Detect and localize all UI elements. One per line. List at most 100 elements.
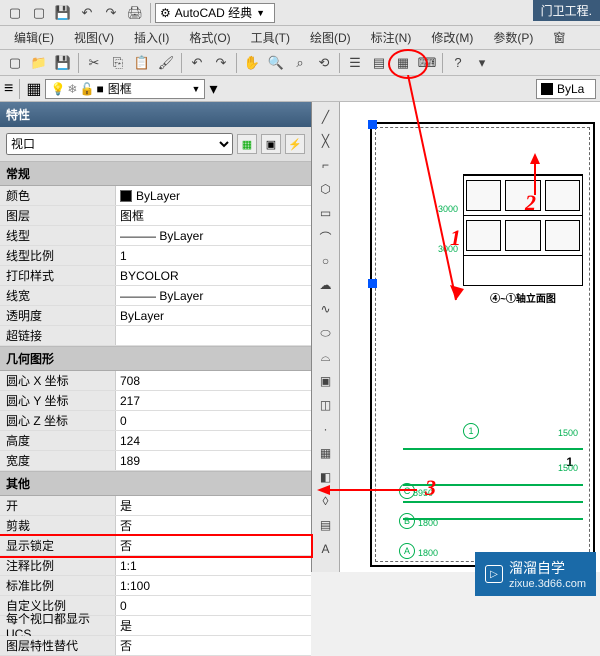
menu-param[interactable]: 参数(P) — [483, 29, 543, 46]
prop-value[interactable]: ByLayer — [116, 186, 311, 205]
help-icon[interactable]: ? — [447, 52, 469, 74]
menu-tools[interactable]: 工具(T) — [241, 29, 300, 46]
prop-value[interactable]: 189 — [116, 451, 311, 470]
save-file-icon[interactable]: 💾 — [52, 52, 74, 74]
menu-modify[interactable]: 修改(M) — [421, 29, 483, 46]
calc-icon[interactable]: ⌨ — [416, 52, 438, 74]
ellipse-arc-icon[interactable]: ⌓ — [315, 346, 337, 368]
prop-row[interactable]: 自定义比例0 — [0, 596, 311, 616]
selection-handle[interactable] — [368, 279, 377, 288]
menu-edit[interactable]: 编辑(E) — [4, 29, 64, 46]
polygon-icon[interactable]: ⬡ — [315, 178, 337, 200]
undo2-icon[interactable]: ↶ — [186, 52, 208, 74]
menu-window[interactable]: 窗 — [543, 29, 575, 46]
prop-value[interactable]: 否 — [116, 536, 311, 555]
drawing-area[interactable]: ④~①轴立面图 3000 3000 1 1 C B A 8950 1800 18… — [340, 102, 600, 572]
color-combo[interactable]: ByLa — [536, 79, 596, 99]
menu-format[interactable]: 格式(O) — [179, 29, 240, 46]
match-icon[interactable]: 🖌 — [155, 52, 177, 74]
cut-icon[interactable]: ✂ — [83, 52, 105, 74]
prop-row[interactable]: 剪裁否 — [0, 516, 311, 536]
redo2-icon[interactable]: ↷ — [210, 52, 232, 74]
insert-block-icon[interactable]: ▣ — [315, 370, 337, 392]
layer-combo[interactable]: 💡 ❄ 🔓 ■ 图框 ▼ — [45, 79, 205, 99]
prop-value[interactable]: 0 — [116, 411, 311, 430]
prop-value[interactable]: ByLayer — [116, 306, 311, 325]
properties-icon[interactable]: ☰ — [344, 52, 366, 74]
prop-value[interactable]: 1:100 — [116, 576, 311, 595]
prop-value[interactable]: 1:1 — [116, 556, 311, 575]
polyline-icon[interactable]: ⌐ — [315, 154, 337, 176]
prop-row[interactable]: 打印样式BYCOLOR — [0, 266, 311, 286]
line-icon[interactable]: ╱ — [315, 106, 337, 128]
prop-value[interactable]: 否 — [116, 516, 311, 535]
prop-header[interactable]: 常规 — [0, 162, 311, 186]
prop-value[interactable]: ——— ByLayer — [116, 286, 311, 305]
select-objects-icon[interactable]: ▣ — [261, 134, 281, 154]
layer-state-icon[interactable]: ▾ — [209, 79, 217, 99]
menu-dim[interactable]: 标注(N) — [361, 29, 422, 46]
prop-row[interactable]: 注释比例1:1 — [0, 556, 311, 576]
quick-select-icon[interactable]: ⚡ — [285, 134, 305, 154]
point-icon[interactable]: · — [315, 418, 337, 440]
sheetset-icon[interactable]: ▤ — [368, 52, 390, 74]
prop-row[interactable]: 圆心 Y 坐标217 — [0, 391, 311, 411]
undo-icon[interactable]: ↶ — [76, 2, 98, 24]
prop-row[interactable]: 线型比例1 — [0, 246, 311, 266]
more-icon[interactable]: ▾ — [471, 52, 493, 74]
prop-row[interactable]: 超链接 — [0, 326, 311, 346]
paste-icon[interactable]: 📋 — [131, 52, 153, 74]
copy-icon[interactable]: ⎘ — [107, 52, 129, 74]
layer-props-icon[interactable]: ≡ — [4, 80, 13, 98]
open-file-icon[interactable]: 📁 — [28, 52, 50, 74]
make-block-icon[interactable]: ◫ — [315, 394, 337, 416]
prop-row[interactable]: 圆心 Z 坐标0 — [0, 411, 311, 431]
selection-handle[interactable] — [368, 120, 377, 129]
prop-value[interactable]: 124 — [116, 431, 311, 450]
prop-value[interactable]: 是 — [116, 496, 311, 515]
new-file-icon[interactable]: ▢ — [4, 52, 26, 74]
print-icon[interactable]: 🖨 — [124, 2, 146, 24]
mtext-icon[interactable]: A — [315, 538, 337, 560]
prop-header[interactable]: 几何图形 — [0, 347, 311, 371]
hatch-icon[interactable]: ▦ — [315, 442, 337, 464]
prop-value[interactable]: 1 — [116, 246, 311, 265]
prop-row[interactable]: 圆心 X 坐标708 — [0, 371, 311, 391]
arc-icon[interactable]: ⌒ — [315, 226, 337, 248]
prop-value[interactable]: 217 — [116, 391, 311, 410]
revcloud-icon[interactable]: ☁ — [315, 274, 337, 296]
layer-manager-icon[interactable]: ▦ — [26, 79, 41, 99]
prop-row[interactable]: 每个视口都显示 UCS是 — [0, 616, 311, 636]
prop-row[interactable]: 图层特性替代否 — [0, 636, 311, 656]
new-icon[interactable]: ▢ — [4, 2, 26, 24]
prop-row[interactable]: 显示锁定否 — [0, 536, 311, 556]
menu-draw[interactable]: 绘图(D) — [300, 29, 361, 46]
zoom-prev-icon[interactable]: ⟲ — [313, 52, 335, 74]
open-icon[interactable]: ▢ — [28, 2, 50, 24]
region-icon[interactable]: ◊ — [315, 490, 337, 512]
prop-value[interactable]: 708 — [116, 371, 311, 390]
rectangle-icon[interactable]: ▭ — [315, 202, 337, 224]
prop-row[interactable]: 线型——— ByLayer — [0, 226, 311, 246]
prop-value[interactable]: 否 — [116, 636, 311, 655]
prop-value[interactable]: ——— ByLayer — [116, 226, 311, 245]
menu-insert[interactable]: 插入(I) — [124, 29, 179, 46]
prop-row[interactable]: 宽度189 — [0, 451, 311, 471]
prop-value[interactable]: 是 — [116, 616, 311, 635]
object-select[interactable]: 视口 — [6, 133, 233, 155]
pickadd-icon[interactable]: ▦ — [237, 134, 257, 154]
ellipse-icon[interactable]: ⬭ — [315, 322, 337, 344]
table-icon[interactable]: ▤ — [315, 514, 337, 536]
prop-header[interactable]: 其他 — [0, 472, 311, 496]
prop-row[interactable]: 高度124 — [0, 431, 311, 451]
prop-row[interactable]: 标准比例1:100 — [0, 576, 311, 596]
pan-icon[interactable]: ✋ — [241, 52, 263, 74]
workspace-combo[interactable]: ⚙ AutoCAD 经典 ▼ — [155, 3, 275, 23]
prop-value[interactable] — [116, 326, 311, 345]
prop-row[interactable]: 线宽——— ByLayer — [0, 286, 311, 306]
menu-view[interactable]: 视图(V) — [64, 29, 124, 46]
prop-value[interactable]: BYCOLOR — [116, 266, 311, 285]
save-icon[interactable]: 💾 — [52, 2, 74, 24]
prop-value[interactable]: 0 — [116, 596, 311, 615]
redo-icon[interactable]: ↷ — [100, 2, 122, 24]
